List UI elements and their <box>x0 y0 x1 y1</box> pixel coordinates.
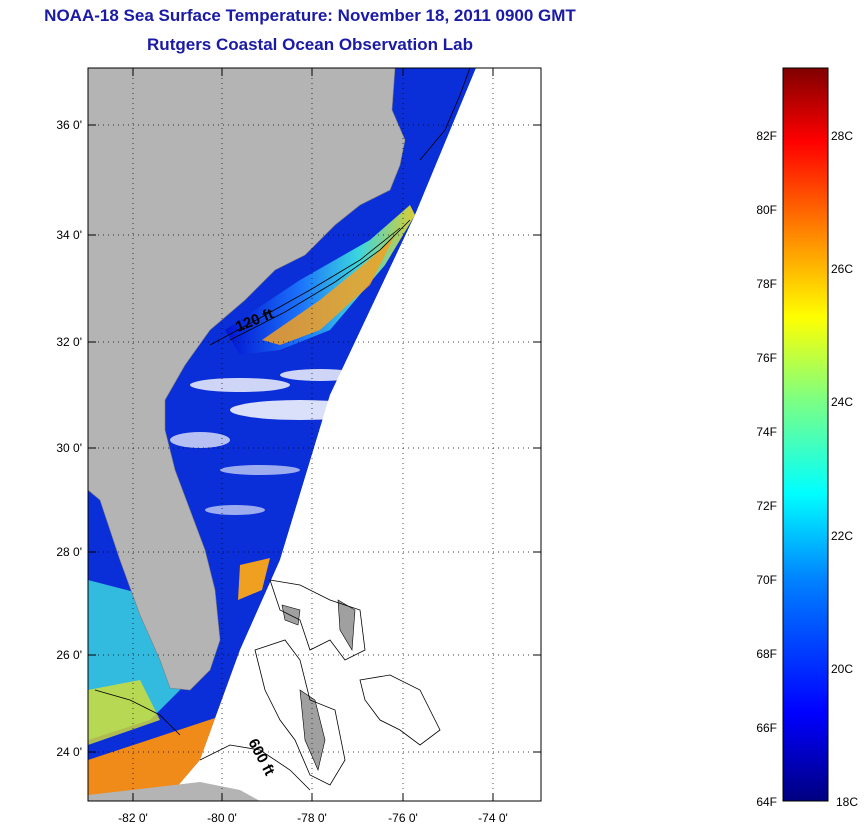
colorbar-c-label: 24C <box>831 395 853 409</box>
lon-tick-label: -78 0' <box>297 811 327 825</box>
colorbar <box>782 67 829 802</box>
map-frame <box>87 67 542 802</box>
colorbar-c-label: 18C <box>836 795 858 809</box>
colorbar-f-label: 80F <box>756 203 777 217</box>
colorbar-f-label: 66F <box>756 721 777 735</box>
no-data-region <box>165 68 541 801</box>
colorbar-f-label: 76F <box>756 351 777 365</box>
colorbar-f-label: 64F <box>756 795 777 809</box>
colorbar-f-label: 78F <box>756 277 777 291</box>
colorbar-f-label: 74F <box>756 425 777 439</box>
colorbar-celsius-labels: 28C 26C 24C 22C 20C 18C <box>831 129 858 809</box>
graticule <box>88 68 541 801</box>
cuba-landmass <box>88 782 260 801</box>
colorbar-c-label: 22C <box>831 529 853 543</box>
colorbar-c-label: 20C <box>831 662 853 676</box>
lon-tick-label: -76 0' <box>388 811 418 825</box>
colorbar-fahrenheit-labels: 82F 80F 78F 76F 74F 72F 70F 68F 66F 64F <box>756 129 777 809</box>
lat-tick-label: 28 0' <box>56 545 82 559</box>
gulf-stream-band <box>262 235 395 345</box>
colorbar-f-label: 70F <box>756 573 777 587</box>
map-subtitle: Rutgers Coastal Ocean Observation Lab <box>147 35 473 54</box>
straits-warm-water <box>88 650 240 801</box>
lat-tick-label: 26 0' <box>56 648 82 662</box>
gulf-warm-patch <box>88 680 160 745</box>
colorbar-f-label: 72F <box>756 499 777 513</box>
lat-tick-label: 34 0' <box>56 228 82 242</box>
cloud-gaps <box>170 369 370 515</box>
lon-tick-label: -74 0' <box>478 811 508 825</box>
shelf-warm-band <box>225 205 415 355</box>
lon-tick-label: -80 0' <box>207 811 237 825</box>
lon-tick-label: -82 0' <box>118 811 148 825</box>
colorbar-f-label: 82F <box>756 129 777 143</box>
bahamas-islands <box>281 599 356 771</box>
warm-patch-north-bahamas <box>238 558 270 600</box>
map-layers <box>88 68 541 801</box>
map-title: NOAA-18 Sea Surface Temperature: Novembe… <box>44 6 576 25</box>
lat-tick-label: 30 0' <box>56 441 82 455</box>
us-landmass <box>88 68 406 691</box>
lat-tick-label: 24 0' <box>56 745 82 759</box>
tick-marks <box>88 68 541 801</box>
bathymetry-contours <box>94 68 471 791</box>
colorbar-c-label: 26C <box>831 262 853 276</box>
lat-tick-label: 36 0' <box>56 118 82 132</box>
colorbar-c-label: 28C <box>831 129 853 143</box>
lat-tick-label: 32 0' <box>56 335 82 349</box>
colorbar-f-label: 68F <box>756 647 777 661</box>
